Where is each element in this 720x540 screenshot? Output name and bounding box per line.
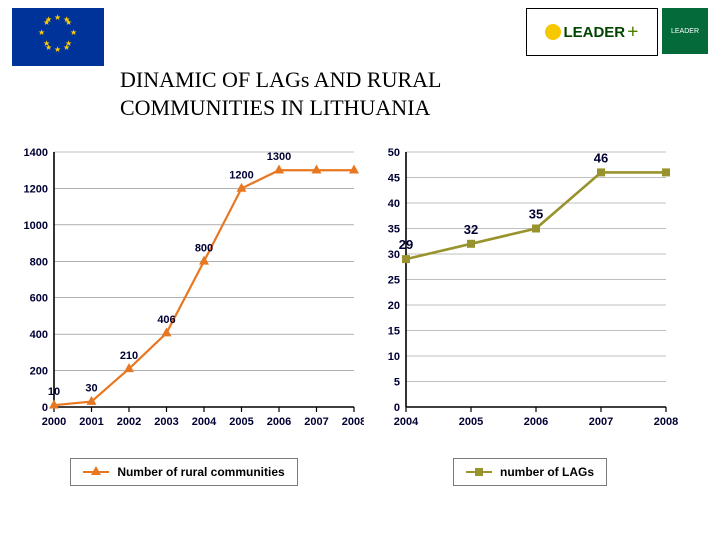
svg-text:10: 10 <box>388 351 400 363</box>
svg-text:0: 0 <box>42 402 48 414</box>
svg-text:2007: 2007 <box>304 416 328 428</box>
svg-text:1200: 1200 <box>24 183 48 195</box>
svg-text:45: 45 <box>388 173 400 185</box>
leader-plus-icon: + <box>627 21 638 44</box>
svg-text:40: 40 <box>388 198 400 210</box>
leader-square-logo: LEADER <box>662 8 708 54</box>
svg-text:2004: 2004 <box>394 416 419 428</box>
left-legend: Number of rural communities <box>70 458 297 486</box>
svg-text:50: 50 <box>388 147 400 159</box>
right-legend-label: number of LAGs <box>500 465 594 479</box>
svg-text:32: 32 <box>464 222 478 237</box>
svg-text:406: 406 <box>157 314 175 326</box>
svg-text:46: 46 <box>594 150 608 165</box>
left-chart: 0 200 400 600 800 1000 1200 1400 2000 2001 2002 200… <box>4 140 364 486</box>
svg-text:20: 20 <box>388 300 400 312</box>
svg-text:2008: 2008 <box>342 416 364 428</box>
svg-text:2004: 2004 <box>192 416 217 428</box>
svg-text:210: 210 <box>120 350 138 362</box>
svg-text:2005: 2005 <box>229 416 253 428</box>
svg-text:15: 15 <box>388 326 400 338</box>
svg-text:29: 29 <box>399 237 413 252</box>
slide-title: DINAMIC OF LAGs AND RURAL COMMUNITIES IN… <box>120 66 560 121</box>
leader-text: LEADER <box>563 24 625 41</box>
svg-text:35: 35 <box>388 224 400 236</box>
leader-plus-logo: LEADER + <box>526 8 658 56</box>
svg-text:2005: 2005 <box>459 416 483 428</box>
eu-flag-logo: ★ ★ ★ ★ ★ ★ ★ ★ ★ ★ ★ ★ <box>12 8 104 66</box>
svg-text:2006: 2006 <box>524 416 548 428</box>
svg-text:2000: 2000 <box>42 416 66 428</box>
svg-text:2001: 2001 <box>79 416 103 428</box>
svg-text:30: 30 <box>85 383 97 395</box>
svg-text:600: 600 <box>30 293 48 305</box>
left-legend-label: Number of rural communities <box>117 465 284 479</box>
svg-text:1200: 1200 <box>229 169 253 181</box>
slide: { "title": "DINAMIC OF LAGs AND RURAL CO… <box>0 0 720 540</box>
svg-text:5: 5 <box>394 377 400 389</box>
svg-text:0: 0 <box>394 402 400 414</box>
logo-bar: ★ ★ ★ ★ ★ ★ ★ ★ ★ ★ ★ ★ LEADER + LEADER <box>12 8 708 68</box>
right-chart: 0510152025303540455020042005200620072008… <box>370 140 690 486</box>
eu-stars: ★ ★ ★ ★ ★ ★ ★ ★ ★ ★ ★ ★ <box>39 18 77 56</box>
svg-text:2002: 2002 <box>117 416 141 428</box>
svg-text:2006: 2006 <box>267 416 291 428</box>
svg-text:10: 10 <box>48 386 60 398</box>
svg-text:35: 35 <box>529 207 543 222</box>
svg-text:800: 800 <box>195 242 213 254</box>
svg-text:1300: 1300 <box>267 151 291 163</box>
svg-text:1400: 1400 <box>24 147 48 159</box>
rural-communities-chart: 0 200 400 600 800 1000 1200 1400 2000 2001 2002 200… <box>4 140 364 440</box>
svg-text:400: 400 <box>30 329 48 341</box>
right-legend: number of LAGs <box>453 458 607 486</box>
svg-text:25: 25 <box>388 275 400 287</box>
svg-text:800: 800 <box>30 256 48 268</box>
svg-text:1000: 1000 <box>24 220 48 232</box>
leader-sun-icon <box>545 24 561 40</box>
svg-text:2003: 2003 <box>154 416 178 428</box>
svg-text:2007: 2007 <box>589 416 613 428</box>
svg-text:2008: 2008 <box>654 416 678 428</box>
lags-chart: 0510152025303540455020042005200620072008… <box>370 140 690 440</box>
svg-text:200: 200 <box>30 366 48 378</box>
